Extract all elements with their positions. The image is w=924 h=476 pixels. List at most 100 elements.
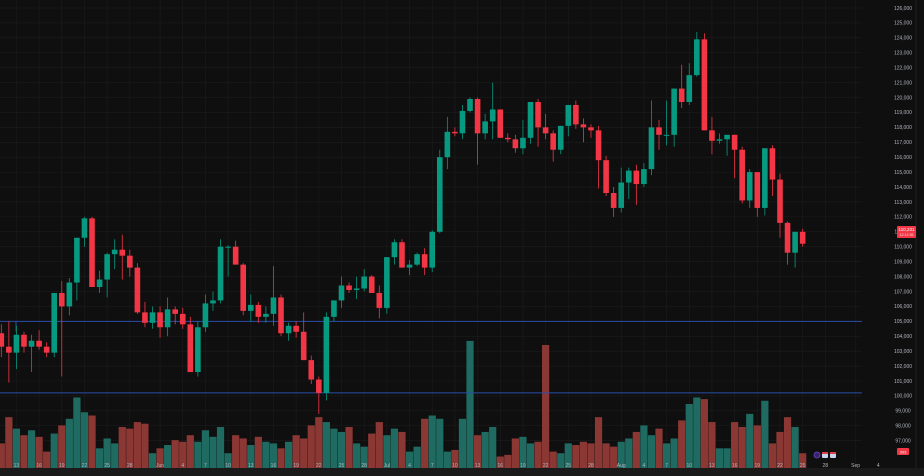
volume-bar <box>194 441 202 468</box>
candle-body <box>444 131 451 158</box>
volume-bar <box>353 443 361 468</box>
time-axis-label: Aug <box>617 463 626 469</box>
time-axis[interactable]: 13 16 19 22 25 28 Jun 4 7 10 13 16 19 22 25 28 Jul 4 7 10 13… <box>14 463 880 469</box>
time-axis-label: Jul <box>384 463 390 469</box>
price-axis-label: 123,000 <box>894 51 912 57</box>
candle-body <box>731 134 738 150</box>
volume-bar <box>761 400 769 468</box>
candle-body <box>792 231 798 253</box>
volume-bar <box>65 418 73 468</box>
volume-bar <box>451 449 459 468</box>
candle-body <box>648 127 655 170</box>
price-axis-label: 104,000 <box>894 334 912 340</box>
candle-body <box>436 157 443 232</box>
time-axis-label: Sep <box>851 463 860 469</box>
candle-body <box>210 300 216 304</box>
volume-bar <box>5 417 13 468</box>
candle-body <box>195 327 201 373</box>
event-markers[interactable] <box>813 451 836 459</box>
candle-body <box>474 99 481 134</box>
volume-bar <box>375 422 383 468</box>
price-axis-label: 103,000 <box>894 349 912 355</box>
candle-body <box>421 254 428 268</box>
price-axis-label: 108,000 <box>894 274 912 280</box>
volume-bar <box>95 448 104 468</box>
time-axis-label: 22 <box>543 463 549 469</box>
price-axis-label: 100,000 <box>894 394 912 400</box>
candle-body <box>43 346 50 353</box>
candle-body <box>142 312 148 323</box>
candle-body <box>497 109 504 138</box>
volume-bar <box>254 436 262 468</box>
volume-bar <box>526 443 535 468</box>
volume-bar <box>557 453 565 468</box>
time-axis-label: 13 <box>709 463 715 469</box>
time-axis-label: 10 <box>225 463 231 469</box>
volume-bar <box>307 425 315 468</box>
price-axis-label: 115,000 <box>894 170 912 176</box>
volume-bar <box>73 397 81 468</box>
price-axis[interactable]: 126,000 125,000 124,000 123,000 122,000 121,0… <box>894 6 912 445</box>
volume-bar <box>481 431 489 468</box>
price-axis-label: 99,000 <box>895 409 911 415</box>
candle-body <box>225 246 231 248</box>
candle-body <box>784 222 791 253</box>
event-marker-icon[interactable] <box>813 451 821 459</box>
candle-body <box>338 285 345 301</box>
candle-body <box>285 325 292 334</box>
volume-bar <box>693 397 701 468</box>
volume-bar <box>405 451 414 468</box>
time-axis-label: 10 <box>452 463 458 469</box>
time-axis-label: 13 <box>475 463 481 469</box>
volume-bar <box>50 433 58 468</box>
volume-bar <box>632 431 640 468</box>
candle-body <box>542 127 549 134</box>
time-axis-label: 4 <box>877 463 880 469</box>
candle-body <box>316 379 322 393</box>
volume-bar <box>791 427 799 468</box>
candle-body <box>134 267 141 313</box>
volume-bar <box>111 443 119 468</box>
candle-body <box>482 121 488 134</box>
volume-bar <box>224 453 232 468</box>
candle-body <box>610 193 617 208</box>
candle-body <box>512 139 519 149</box>
volume-bar <box>171 440 179 468</box>
candle-body <box>270 297 277 314</box>
candle-body <box>127 255 133 268</box>
volume-bar <box>443 451 451 468</box>
candle-body <box>323 316 330 393</box>
volume-bar <box>473 435 482 468</box>
candle-body <box>520 137 526 149</box>
volume-bar <box>88 415 96 468</box>
volume-bar <box>35 436 43 468</box>
candle-body <box>384 257 390 308</box>
volume-bar <box>519 436 527 468</box>
time-axis-label: 22 <box>777 463 783 469</box>
volume-bar <box>534 441 542 468</box>
candle-body <box>656 127 662 135</box>
volume-bar <box>300 438 308 468</box>
volume-bar <box>413 446 421 468</box>
candle-body <box>96 279 103 288</box>
candle-body <box>573 104 579 125</box>
volume-bar <box>179 441 187 468</box>
candle-body <box>406 264 413 268</box>
candle-body <box>172 309 178 314</box>
candle-body <box>21 334 27 347</box>
volume-bar <box>542 345 550 468</box>
price-tag: 110,231 12:12:36 <box>897 226 916 238</box>
price-axis-label: 113,000 <box>894 200 912 206</box>
volume-bar <box>731 422 739 468</box>
candle-body <box>633 170 640 185</box>
candle-body <box>550 133 556 150</box>
price-axis-label: 97,000 <box>895 438 911 444</box>
candle-body <box>6 346 12 353</box>
volume-bar <box>489 427 497 468</box>
time-axis-label: 16 <box>497 463 503 469</box>
volume-bar <box>640 425 648 468</box>
price-axis-label: 117,000 <box>894 140 912 146</box>
price-axis-label: 105,000 <box>894 319 912 325</box>
